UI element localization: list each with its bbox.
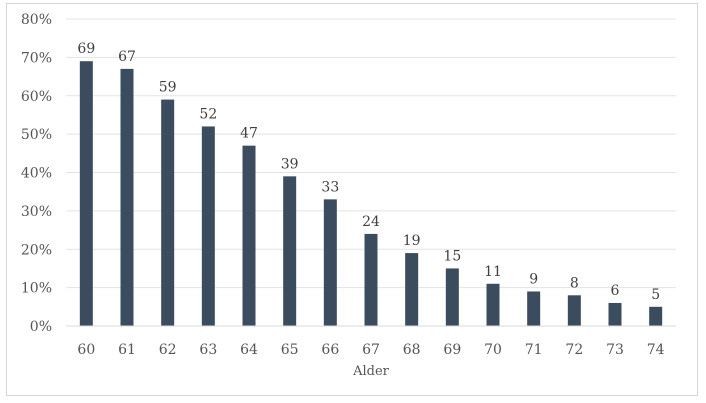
data-label-71: 9	[529, 271, 538, 287]
data-label-74: 5	[651, 287, 660, 303]
y-tick-label: 30%	[21, 204, 52, 220]
x-tick-label-66: 66	[321, 342, 339, 358]
bar-64	[242, 145, 256, 326]
y-tick-label: 0%	[30, 319, 52, 335]
x-tick-label-64: 64	[240, 342, 258, 358]
x-tick-label-73: 73	[606, 342, 624, 358]
x-axis-ticks: 60 61 62 63 64 65 66 67 68 69 70 71 72 73 74	[77, 342, 664, 358]
bar-63	[201, 126, 215, 326]
data-label-72: 8	[570, 275, 579, 291]
data-label-73: 6	[611, 283, 620, 299]
data-label-63: 52	[199, 106, 217, 122]
x-tick-label-61: 61	[118, 342, 136, 358]
x-tick-label-69: 69	[443, 342, 461, 358]
bar-62	[161, 99, 175, 327]
x-axis-title: Alder	[352, 364, 390, 379]
bar-60	[79, 61, 93, 327]
y-axis-ticks: 0% 10% 20% 30% 40% 50% 60% 70% 80%	[21, 12, 52, 335]
bar-71	[527, 291, 541, 326]
data-label-64: 47	[240, 126, 258, 142]
bar-73	[608, 302, 622, 326]
x-tick-label-63: 63	[199, 342, 217, 358]
data-label-65: 39	[281, 156, 299, 172]
bar-61	[120, 68, 134, 326]
data-label-66: 33	[321, 179, 339, 195]
bar-74	[649, 306, 663, 326]
bar-69	[445, 268, 459, 326]
y-tick-label: 60%	[21, 89, 52, 105]
bar-67	[364, 233, 378, 326]
data-labels: 69 67 59 52 47 39 33 24 19 15 11 9 8 6 5	[77, 41, 660, 303]
data-label-67: 24	[362, 214, 380, 230]
data-label-60: 69	[77, 41, 95, 57]
y-tick-label: 10%	[21, 281, 52, 297]
bars	[79, 61, 663, 327]
bar-70	[486, 283, 500, 326]
x-tick-label-67: 67	[362, 342, 380, 358]
x-tick-label-72: 72	[565, 342, 583, 358]
data-label-68: 19	[403, 233, 421, 249]
data-label-62: 59	[159, 80, 177, 96]
bar-68	[405, 253, 419, 326]
data-label-61: 67	[118, 49, 136, 65]
bar-66	[323, 199, 337, 326]
x-tick-label-68: 68	[403, 342, 421, 358]
bar-65	[283, 176, 297, 326]
y-tick-label: 50%	[21, 127, 52, 143]
bar-72	[567, 295, 581, 326]
x-tick-label-62: 62	[159, 342, 177, 358]
x-tick-label-70: 70	[484, 342, 502, 358]
y-tick-label: 20%	[21, 242, 52, 258]
x-tick-label-74: 74	[647, 342, 665, 358]
y-tick-label: 70%	[21, 50, 52, 66]
data-label-70: 11	[484, 264, 502, 280]
y-tick-label: 80%	[21, 12, 52, 28]
x-tick-label-60: 60	[77, 342, 95, 358]
y-tick-label: 40%	[21, 166, 52, 182]
data-label-69: 15	[443, 248, 461, 264]
x-tick-label-65: 65	[281, 342, 299, 358]
x-tick-label-71: 71	[525, 342, 543, 358]
